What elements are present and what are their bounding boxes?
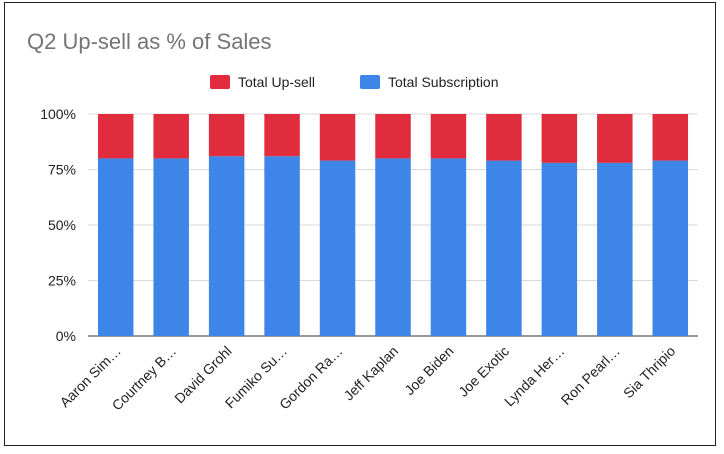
bar-total-up-sell [375,114,411,159]
bar-total-up-sell [541,114,578,163]
chart-svg: Q2 Up-sell as % of Sales Total Up-sell To… [27,29,698,414]
y-axis-ticks: 0% 25% 50% 75% 100% [40,106,76,344]
y-tick-label: 25% [48,273,76,289]
y-tick-label: 100% [40,106,76,122]
bar-total-subscription [208,156,245,336]
bar-total-up-sell [208,114,245,157]
bar-total-up-sell [652,114,689,161]
bar-total-up-sell [597,114,633,163]
y-tick-label: 75% [48,162,76,178]
x-tick-label: Sia Thripio [620,343,679,402]
chart-title: Q2 Up-sell as % of Sales [27,29,272,54]
bar-total-subscription [97,158,134,336]
legend: Total Up-sell Total Subscription [210,74,499,90]
bar-total-up-sell [153,114,189,159]
x-tick-label: Ron Pearl… [558,343,623,408]
bar-total-subscription [430,158,467,336]
x-tick-label: Jeff Kaplan [340,343,401,404]
bar-total-subscription [597,162,633,336]
bars [97,114,689,336]
legend-label-total-up-sell: Total Up-sell [238,74,315,90]
bar-total-subscription [375,158,411,336]
y-tick-label: 0% [56,328,76,344]
bar-total-subscription [652,160,689,336]
bar-total-up-sell [97,114,134,159]
bar-total-subscription [153,158,189,336]
bar-total-subscription [541,162,578,336]
bar-total-subscription [319,160,356,336]
bar-total-subscription [264,156,300,336]
chart-frame: Q2 Up-sell as % of Sales Total Up-sell To… [4,2,716,446]
bar-total-up-sell [486,114,522,161]
bar-total-up-sell [319,114,356,161]
x-tick-label: Joe Exotic [455,343,512,400]
bar-total-subscription [486,160,522,336]
x-tick-label: Joe Biden [401,343,456,398]
bar-total-up-sell [264,114,300,157]
y-tick-label: 50% [48,217,76,233]
legend-swatch-total-subscription [360,75,380,89]
bar-total-up-sell [430,114,467,159]
x-tick-label: Lynda Her… [501,343,568,410]
legend-label-total-subscription: Total Subscription [388,74,499,90]
legend-swatch-total-up-sell [210,75,230,89]
